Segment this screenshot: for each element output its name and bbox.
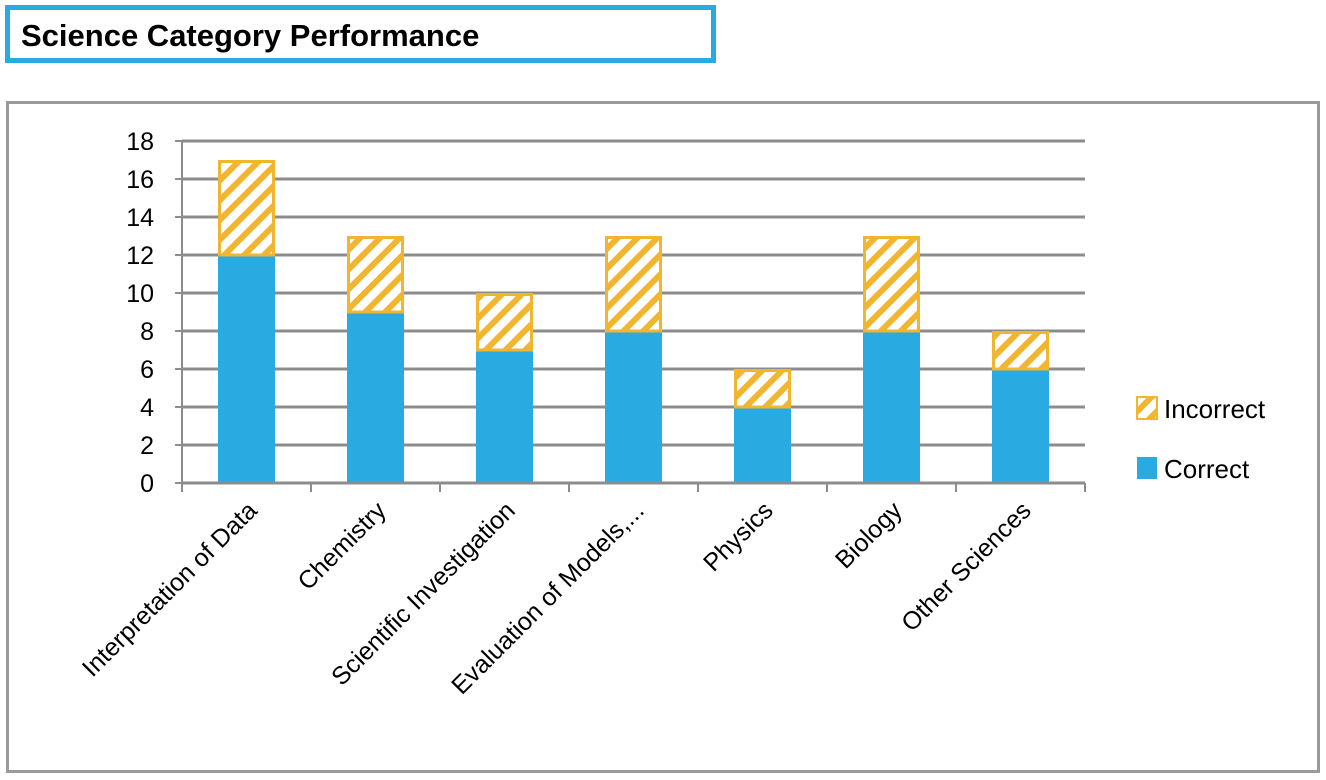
y-tick-label: 10 bbox=[126, 280, 154, 308]
y-tick-label: 8 bbox=[140, 318, 154, 346]
bar-incorrect bbox=[218, 160, 275, 257]
y-tick-label: 4 bbox=[140, 394, 154, 422]
bar-incorrect bbox=[347, 236, 404, 314]
bar-correct bbox=[476, 350, 533, 483]
legend: Incorrect Correct bbox=[1136, 394, 1266, 484]
chart-title: Science Category Performance bbox=[21, 18, 480, 53]
y-tick-label: 14 bbox=[126, 204, 154, 232]
legend-incorrect-label: Incorrect bbox=[1164, 394, 1266, 424]
legend-correct-label: Correct bbox=[1164, 454, 1250, 484]
bars bbox=[218, 160, 1049, 483]
legend-correct-swatch bbox=[1137, 457, 1157, 479]
bar-correct bbox=[992, 369, 1049, 483]
bar-correct bbox=[218, 255, 275, 483]
y-tick-label: 12 bbox=[126, 242, 154, 270]
x-category-label: Physics bbox=[698, 496, 779, 577]
x-category-label: Interpretation of Data bbox=[77, 496, 263, 682]
bar-correct bbox=[347, 312, 404, 483]
x-category-label: Other Sciences bbox=[896, 496, 1037, 637]
bar-incorrect bbox=[476, 293, 533, 352]
bar-correct bbox=[734, 407, 791, 483]
y-tick-label: 18 bbox=[126, 128, 154, 156]
y-tick-label: 0 bbox=[140, 470, 154, 498]
bar-correct bbox=[605, 331, 662, 483]
bar-incorrect bbox=[734, 369, 791, 409]
legend-incorrect-swatch bbox=[1136, 396, 1158, 420]
chart-title-box: Science Category Performance bbox=[5, 5, 716, 63]
x-category-label: Chemistry bbox=[292, 496, 392, 596]
y-tick-label: 6 bbox=[140, 356, 154, 384]
y-tick-label: 2 bbox=[140, 432, 154, 460]
bar-incorrect bbox=[605, 236, 662, 333]
x-category-label: Biology bbox=[830, 496, 908, 574]
bar-incorrect bbox=[863, 236, 920, 333]
y-tick-label: 16 bbox=[126, 166, 154, 194]
bar-correct bbox=[863, 331, 920, 483]
bar-incorrect bbox=[992, 331, 1049, 371]
